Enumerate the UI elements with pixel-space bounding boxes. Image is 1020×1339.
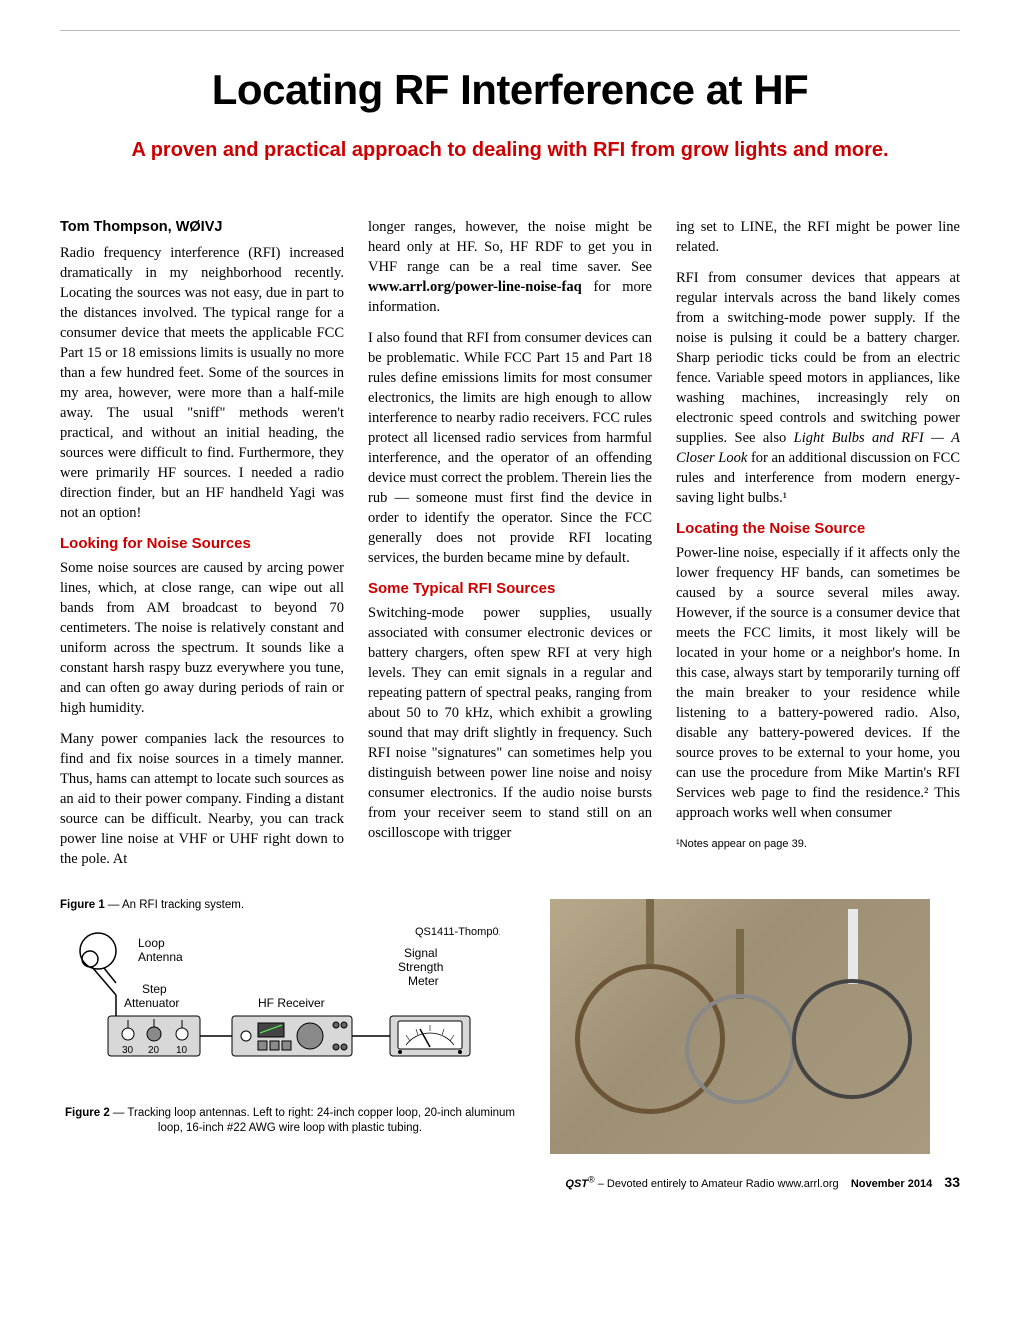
figures-row: Figure 1 — An RFI tracking system. QS141… — [60, 899, 960, 1154]
figure-2-block — [550, 899, 960, 1154]
loop-inner — [82, 951, 98, 967]
rx-dial — [297, 1023, 323, 1049]
figure-2-text: — Tracking loop antennas. Left to right:… — [110, 1107, 515, 1135]
footer-page: 33 — [944, 1174, 960, 1190]
knob-2 — [147, 1027, 161, 1041]
typical-p-a: Switching-mode power supplies, usually a… — [368, 603, 652, 843]
figure-2-photo — [550, 899, 930, 1154]
footer-url: www.arrl.org — [778, 1178, 839, 1190]
loop-lead2 — [92, 967, 116, 995]
section-head-locating: Locating the Noise Source — [676, 519, 960, 540]
footer-tagline: – Devoted entirely to Amateur Radio — [595, 1178, 778, 1190]
wire-loop — [792, 979, 912, 1099]
knob-3 — [176, 1028, 188, 1040]
looking-p2b-wrap: longer ranges, however, the noise might … — [368, 217, 652, 317]
article-subtitle: A proven and practical approach to deali… — [60, 139, 960, 162]
rx-display — [258, 1023, 284, 1037]
rx-btn1 — [258, 1041, 267, 1050]
intro-paragraph: Radio frequency interference (RFI) incre… — [60, 243, 344, 523]
typical-p2-wrap: RFI from consumer devices that appears a… — [676, 268, 960, 508]
body-columns: Tom Thompson, WØIVJ Radio frequency inte… — [60, 217, 960, 869]
label-meter2: Strength — [398, 960, 443, 974]
label-loop1: Loop — [138, 936, 165, 950]
rx-btn3 — [282, 1041, 291, 1050]
figure-1-diagram: QS1411-Thomp01 Loop Antenna 30 20 10 — [60, 921, 500, 1081]
label-step2: Attenuator — [124, 996, 179, 1010]
typical-p2a: RFI from consumer devices that appears a… — [676, 270, 960, 446]
aluminum-loop — [685, 994, 795, 1104]
label-step1: Step — [142, 982, 167, 996]
locating-p: Power-line noise, especially if it affec… — [676, 543, 960, 823]
column-3: ing set to LINE, the RFI might be power … — [676, 217, 960, 869]
rx-btn2 — [270, 1041, 279, 1050]
section-head-typical: Some Typical RFI Sources — [368, 579, 652, 600]
page-footer: QST® – Devoted entirely to Amateur Radio… — [60, 1174, 960, 1190]
figure-1-block: Figure 1 — An RFI tracking system. QS141… — [60, 899, 520, 1137]
label-meter1: Signal — [404, 946, 437, 960]
meter-term1 — [398, 1050, 402, 1054]
label-20: 20 — [148, 1045, 160, 1056]
typical-p-b: ing set to LINE, the RFI might be power … — [676, 217, 960, 257]
looking-p3: I also found that RFI from consumer devi… — [368, 328, 652, 568]
label-loop2: Antenna — [138, 950, 183, 964]
label-10: 10 — [176, 1045, 188, 1056]
looking-p2b: longer ranges, however, the noise might … — [368, 219, 652, 275]
loop-handle-3 — [848, 909, 858, 984]
footer-issue: November 2014 — [851, 1178, 932, 1190]
knob-1 — [122, 1028, 134, 1040]
label-receiver: HF Receiver — [258, 996, 325, 1010]
footnote: ¹Notes appear on page 39. — [676, 837, 960, 852]
label-30: 30 — [122, 1045, 134, 1056]
looking-url: www.arrl.org/power-line-noise-faq — [368, 279, 582, 295]
loop-lead1 — [104, 968, 116, 983]
figure-2-caption: Figure 2 — Tracking loop antennas. Left … — [60, 1106, 520, 1137]
looking-p2a: Many power companies lack the resources … — [60, 729, 344, 869]
looking-p1: Some noise sources are caused by arcing … — [60, 558, 344, 718]
rx-k4 — [341, 1044, 347, 1050]
rx-jack — [241, 1031, 251, 1041]
article-title: Locating RF Interference at HF — [60, 66, 960, 114]
top-rule — [60, 30, 960, 31]
figure-2-label: Figure 2 — [65, 1107, 110, 1119]
rx-k2 — [341, 1022, 347, 1028]
column-2: longer ranges, however, the noise might … — [368, 217, 652, 869]
figure-1-caption: Figure 1 — An RFI tracking system. — [60, 899, 520, 911]
section-head-looking: Looking for Noise Sources — [60, 534, 344, 555]
rx-k3 — [333, 1044, 339, 1050]
diagram-code: QS1411-Thomp01 — [415, 926, 500, 938]
footer-qst: QST — [565, 1178, 588, 1190]
column-1: Tom Thompson, WØIVJ Radio frequency inte… — [60, 217, 344, 869]
meter-term2 — [458, 1050, 462, 1054]
label-meter3: Meter — [408, 974, 439, 988]
rx-k1 — [333, 1022, 339, 1028]
loop-handle-1 — [646, 899, 654, 969]
figure-1-label: Figure 1 — [60, 899, 105, 911]
loop-handle-2 — [736, 929, 744, 999]
figure-1-text: — An RFI tracking system. — [105, 899, 244, 911]
footer-reg: ® — [588, 1174, 595, 1184]
byline: Tom Thompson, WØIVJ — [60, 217, 344, 237]
loop-outer — [80, 933, 116, 969]
